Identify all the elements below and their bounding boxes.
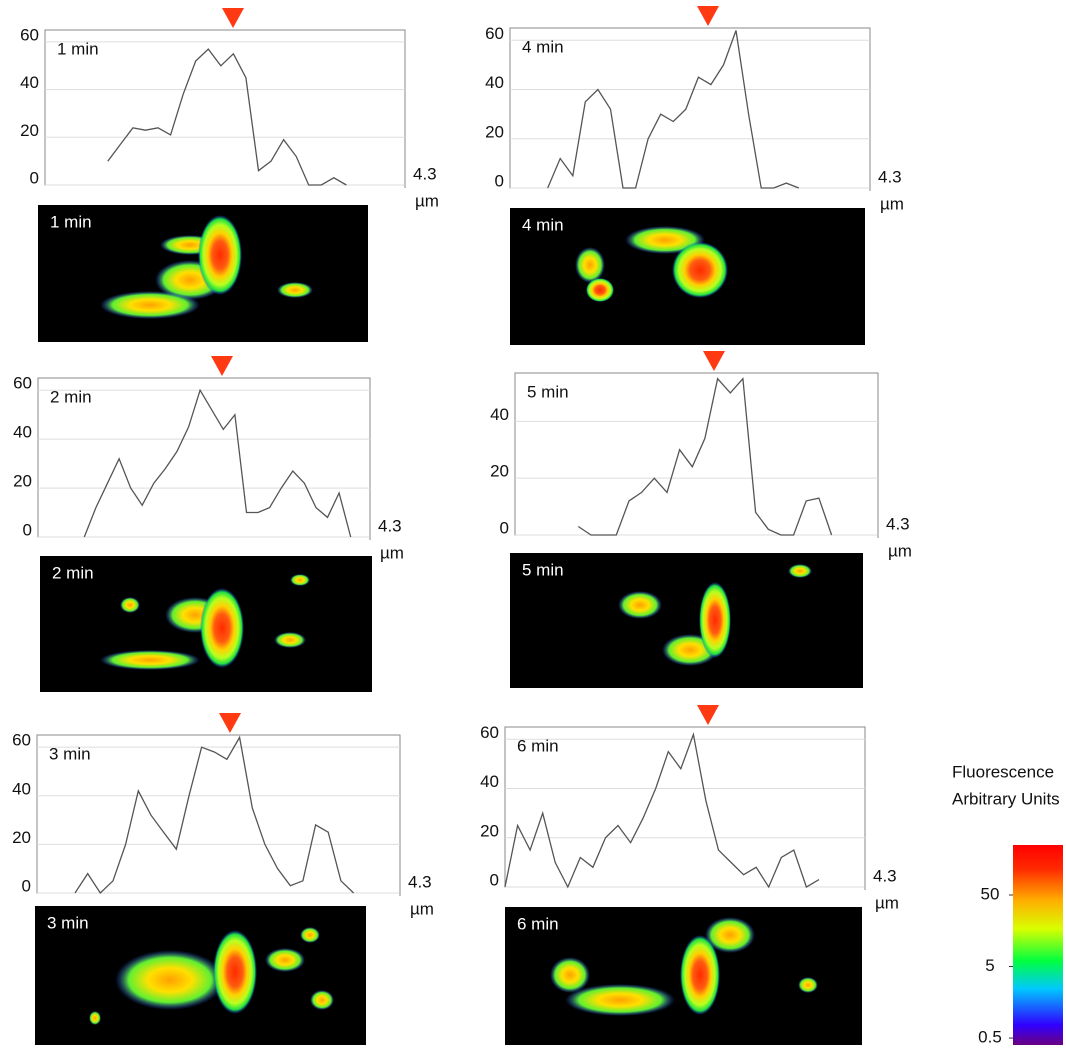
colorbar (1013, 845, 1063, 1045)
y-tick-label: 60 (12, 731, 31, 750)
line (83, 388, 352, 538)
peak-marker (697, 6, 719, 26)
x-tick-label: 4.3 (878, 167, 902, 186)
y-tick-label: 0 (23, 520, 32, 539)
y-tick-label: 60 (485, 24, 504, 43)
colorbar-tick-label: 50 (981, 884, 1000, 903)
image-label: 1 min (50, 212, 92, 231)
y-tick-label: 40 (480, 772, 499, 791)
x-axis-label: µm (888, 541, 912, 560)
signal-blob (300, 927, 320, 943)
y-tick-label: 0 (500, 518, 509, 537)
signal-blob (565, 984, 675, 1016)
line (504, 731, 820, 889)
plot-frame (36, 734, 401, 894)
signal-blob (699, 582, 731, 658)
signal-blob (265, 948, 305, 972)
colorbar-tick-label: 5 (985, 956, 994, 975)
y-tick-label: 20 (12, 828, 31, 847)
x-axis-label: µm (410, 899, 434, 918)
signal-blob (100, 650, 200, 670)
y-tick-label: 40 (13, 423, 32, 442)
colorbar-title: Fluorescence (952, 762, 1054, 781)
line (577, 377, 833, 536)
line (74, 735, 355, 895)
panel-label: 4 min (522, 37, 564, 56)
x-tick-label: 4.3 (378, 516, 402, 535)
plot-frame (37, 377, 371, 538)
plot-frame (514, 372, 879, 536)
y-tick-label: 0 (490, 870, 499, 889)
panel-label: 1 min (57, 39, 99, 58)
line (107, 48, 347, 186)
y-tick-label: 0 (22, 876, 31, 895)
x-tick-label: 4.3 (886, 514, 910, 533)
x-axis-label: µm (380, 543, 404, 562)
image-label: 3 min (47, 913, 89, 932)
y-tick-label: 40 (20, 73, 39, 92)
signal-blob (213, 930, 257, 1014)
x-tick-label: 4.3 (413, 164, 437, 183)
signal-blob (672, 242, 728, 298)
signal-blob (680, 935, 720, 1015)
panel-label: 2 min (50, 387, 92, 406)
y-tick-label: 40 (485, 73, 504, 92)
y-tick-label: 20 (480, 821, 499, 840)
signal-blob (100, 291, 200, 319)
x-axis-label: µm (880, 194, 904, 213)
x-tick-label: 4.3 (873, 866, 897, 885)
image-label: 6 min (517, 914, 559, 933)
peak-marker (211, 356, 233, 376)
y-tick-label: 60 (20, 25, 39, 44)
peak-marker (222, 8, 244, 28)
peak-marker (697, 705, 719, 725)
plot-frame (44, 29, 406, 186)
panel-label: 5 min (527, 382, 569, 401)
signal-blob (115, 950, 225, 1010)
x-tick-label: 4.3 (408, 872, 432, 891)
x-axis-label: µm (415, 191, 439, 210)
signal-blob (198, 215, 242, 295)
plot-frame (504, 726, 866, 888)
y-tick-label: 20 (490, 462, 509, 481)
signal-blob (798, 977, 818, 993)
panel-label: 6 min (517, 736, 559, 755)
image-label: 2 min (52, 563, 94, 582)
signal-blob (586, 278, 614, 302)
signal-blob (705, 917, 755, 953)
plot-frame (509, 27, 871, 189)
y-tick-label: 40 (490, 405, 509, 424)
y-tick-label: 20 (13, 472, 32, 491)
panel-label: 3 min (49, 744, 91, 763)
signal-blob (788, 564, 812, 578)
signal-blob (89, 1011, 101, 1025)
line (547, 30, 800, 189)
signal-blob (274, 632, 306, 648)
y-tick-label: 20 (485, 122, 504, 141)
signal-blob (575, 247, 605, 283)
colorbar-tick-label: 0.5 (978, 1028, 1002, 1047)
signal-blob (120, 597, 140, 613)
y-tick-label: 40 (12, 779, 31, 798)
signal-blob (310, 990, 334, 1010)
signal-blob (618, 591, 662, 619)
y-tick-label: 0 (30, 168, 39, 187)
peak-marker (219, 713, 241, 733)
signal-blob (550, 957, 590, 993)
image-label: 5 min (522, 560, 564, 579)
signal-blob (277, 282, 313, 298)
y-tick-label: 60 (13, 374, 32, 393)
y-tick-label: 0 (495, 171, 504, 190)
signal-blob (290, 574, 310, 586)
y-tick-label: 60 (480, 723, 499, 742)
x-axis-label: µm (875, 893, 899, 912)
signal-blob (200, 588, 244, 668)
y-tick-label: 20 (20, 121, 39, 140)
image-label: 4 min (522, 215, 564, 234)
colorbar-title: Arbitrary Units (952, 789, 1060, 808)
peak-marker (703, 351, 725, 371)
